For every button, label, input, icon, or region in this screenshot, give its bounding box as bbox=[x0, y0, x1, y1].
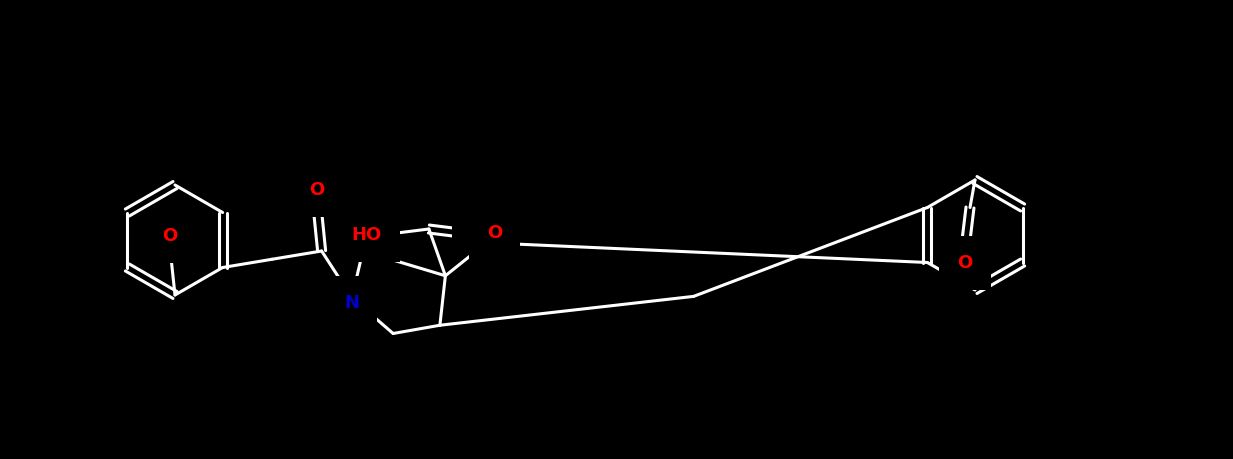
Text: O: O bbox=[470, 213, 486, 231]
Text: N: N bbox=[344, 294, 359, 312]
Text: HO: HO bbox=[351, 225, 382, 244]
Text: O: O bbox=[957, 254, 973, 272]
Text: O: O bbox=[309, 180, 324, 198]
Text: O: O bbox=[163, 227, 178, 245]
Text: O: O bbox=[487, 224, 502, 242]
